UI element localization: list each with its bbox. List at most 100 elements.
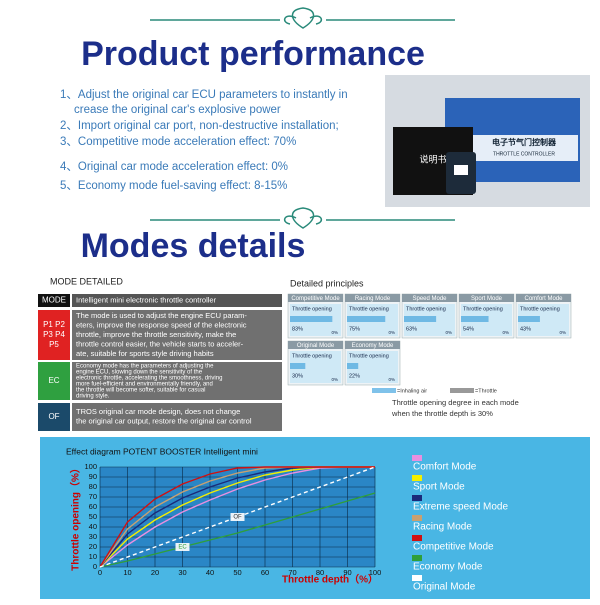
x-tick-label: 100 [369, 568, 382, 577]
x-tick-label: 0 [98, 568, 102, 577]
mode-desc: Economy mode has the parameters of adjus… [76, 364, 214, 370]
chart-title: Effect diagram POTENT BOOSTER Intelligen… [66, 446, 258, 456]
mode-desc: Intelligent mini electronic throttle con… [76, 295, 217, 304]
series-line [99, 492, 376, 568]
curve-label: EC [178, 545, 187, 551]
gauge-zero: 0% [331, 377, 338, 382]
list-item: 4、Original car mode acceleration effect:… [60, 161, 288, 173]
gauge-header [516, 294, 571, 302]
y-tick-label: 0 [93, 562, 97, 571]
y-tick-label: 80 [89, 482, 97, 491]
mode-cell [38, 362, 70, 400]
gauge-value: 22% [349, 373, 360, 379]
mode-name: P3 P4 [43, 330, 65, 339]
gauge-bar [404, 316, 437, 322]
gauge-header [345, 341, 400, 349]
x-tick-label: 90 [343, 568, 351, 577]
mode-desc: the throttle will become softer, suitabl… [76, 388, 205, 394]
y-tick-label: 100 [84, 462, 97, 471]
x-tick-label: 70 [288, 568, 296, 577]
y-tick-label: 40 [89, 522, 97, 531]
legend-label: Sport Mode [413, 482, 465, 493]
legend-swatch [412, 555, 422, 561]
gauge-mode: Speed Mode [412, 296, 447, 302]
x-tick-label: 20 [151, 568, 159, 577]
gauge-bar [347, 316, 386, 322]
gauge-bar [461, 316, 489, 322]
y-tick-label: 20 [89, 542, 97, 551]
legend-swatch [412, 455, 422, 461]
principles-title: Detailed principles [290, 278, 364, 288]
gauge-value: 43% [520, 326, 531, 332]
list-item: 5、Economy mode fuel-saving effect: 8-15% [60, 180, 287, 192]
mode-desc: TROS original car mode design, does not … [76, 407, 240, 416]
mode-name: P1 P2 [43, 320, 65, 329]
gauge-mode: Original Mode [297, 343, 335, 349]
section-title: Modes details [81, 227, 306, 265]
legend-label: Extreme speed Mode [413, 502, 508, 513]
mode-cell [38, 403, 70, 431]
mode-desc: engine ECU, slowing down the sensitivity… [76, 370, 203, 376]
mode-desc: throttle control easier, the vehicle sta… [76, 339, 244, 348]
y-tick-label: 10 [89, 552, 97, 561]
gauge-header [402, 294, 457, 302]
curve-label-box [175, 543, 190, 551]
legend-label: Economy Mode [413, 562, 483, 573]
gauge-header [288, 294, 343, 302]
gauge-label: Throttle opening [349, 353, 389, 359]
curve-label-box [230, 513, 245, 521]
legend-swatch [412, 475, 422, 481]
list-item: 1、Adjust the original car ECU parameters… [60, 89, 348, 101]
gauge-bar [290, 316, 333, 322]
gauge-zero: 0% [559, 330, 566, 335]
curve-label: OF [233, 515, 242, 521]
gauge-bar [347, 363, 359, 369]
axis-label: Throttle depth（%） [282, 573, 378, 586]
gauge-label: Throttle opening [463, 306, 503, 312]
gauge-label: Throttle opening [349, 306, 389, 312]
y-tick-label: 90 [89, 472, 97, 481]
gauge-zero: 0% [445, 330, 452, 335]
x-tick-label: 30 [178, 568, 186, 577]
legend-label: Racing Mode [413, 522, 472, 533]
gauge-zero: 0% [388, 377, 395, 382]
gauge-zero: 0% [331, 330, 338, 335]
y-tick-label: 60 [89, 502, 97, 511]
gauge-label: Throttle opening [292, 306, 332, 312]
mode-cell [38, 294, 70, 307]
mode-name: P5 [49, 340, 59, 349]
legend-text: =Throttle [475, 388, 497, 394]
gauge-value: 75% [349, 326, 360, 332]
x-tick-label: 40 [206, 568, 214, 577]
x-tick-label: 60 [261, 568, 269, 577]
mode-desc: ate, suitable for sports style driving h… [76, 349, 214, 358]
mode-desc: the original car output, restore the ori… [76, 417, 252, 426]
gauge-mode: Racing Mode [355, 296, 391, 302]
principles-note: when the throttle depth is 30% [391, 409, 493, 418]
gauge-value: 83% [292, 326, 303, 332]
list-item: 3、Competitive mode acceleration effect: … [60, 136, 296, 148]
box-text: 电子节气门控制器 [492, 137, 557, 147]
gauge-label: Throttle opening [406, 306, 446, 312]
mode-name: EC [48, 376, 59, 385]
mode-desc: driving style. [76, 394, 110, 400]
legend-label: Original Mode [413, 582, 476, 593]
legend-label: Competitive Mode [413, 542, 494, 553]
gauge-header [459, 294, 514, 302]
ornament [150, 7, 455, 229]
mode-name: OF [48, 412, 59, 421]
desc-cell [72, 403, 282, 431]
manual-text: 说明书 [419, 153, 446, 164]
y-tick-label: 50 [89, 512, 97, 521]
x-tick-label: 50 [233, 568, 241, 577]
gauge-value: 63% [406, 326, 417, 332]
gauge-mode: Sport Mode [471, 296, 503, 302]
y-tick-label: 30 [89, 532, 97, 541]
gauge-mode: Competitive Mode [291, 296, 340, 302]
mode-desc: throttle, improve the throttle sensitivi… [76, 330, 236, 339]
mode-name: MODE [42, 296, 66, 305]
axis-label: Throttle opening（%） [69, 463, 82, 571]
section-title: Product performance [81, 35, 425, 73]
